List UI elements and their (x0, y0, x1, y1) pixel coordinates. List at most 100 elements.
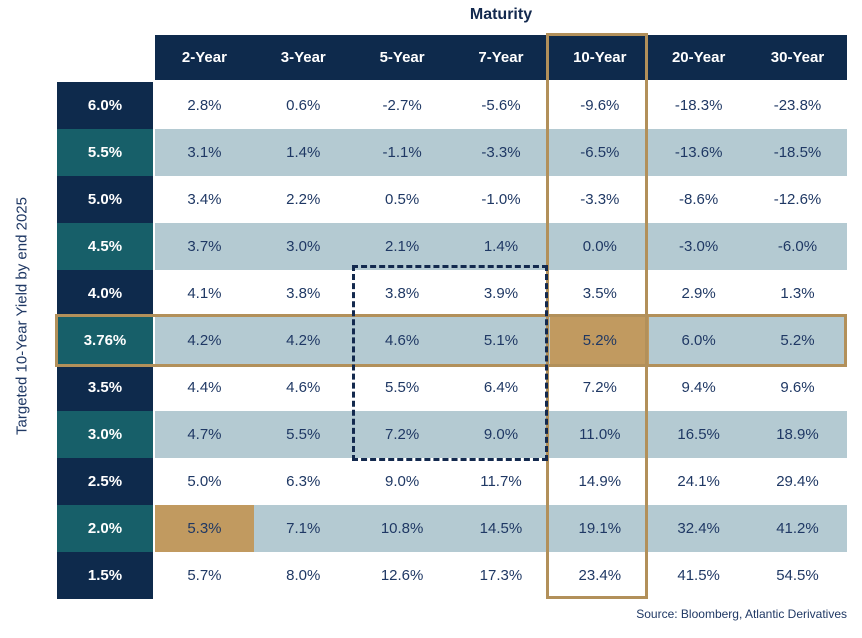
table-cell: 2.9% (649, 270, 749, 317)
table-cell: 41.2% (748, 505, 847, 552)
table-cell: 7.1% (253, 505, 353, 552)
column-header: 3-Year (253, 35, 353, 82)
table-cell: 2.8% (155, 82, 254, 129)
table-cell: 8.0% (253, 552, 353, 599)
table-cell: -1.0% (451, 176, 551, 223)
table-cell: 3.1% (155, 129, 254, 176)
table-cell: 5.5% (253, 411, 353, 458)
table-cell: 3.8% (352, 270, 452, 317)
table-cell: 41.5% (649, 552, 749, 599)
table-cell: 18.9% (748, 411, 847, 458)
table-cell: 4.2% (155, 317, 254, 364)
table-cell: 54.5% (748, 552, 847, 599)
table-cell: 6.4% (451, 364, 551, 411)
table-cell: 1.4% (451, 223, 551, 270)
table-cell: 1.4% (253, 129, 353, 176)
table-cell: 5.0% (155, 458, 254, 505)
table-cell: 3.4% (155, 176, 254, 223)
column-header: 20-Year (649, 35, 749, 82)
column-header: 5-Year (352, 35, 452, 82)
table-cell: 14.9% (550, 458, 650, 505)
table-cell: 4.6% (253, 364, 353, 411)
table-cell: 16.5% (649, 411, 749, 458)
yield-matrix: 2-Year 3-Year 5-Year 7-Year 10-Year 20-Year 30… (57, 35, 847, 599)
table-cell: 11.0% (550, 411, 650, 458)
table-cell: 0.5% (352, 176, 452, 223)
table-cell: -6.5% (550, 129, 650, 176)
table-cell: 7.2% (550, 364, 650, 411)
table-cell: 4.7% (155, 411, 254, 458)
table-cell: -3.3% (550, 176, 650, 223)
table-cell: 1.3% (748, 270, 847, 317)
column-header: 30-Year (748, 35, 847, 82)
table-cell: 12.6% (352, 552, 452, 599)
row-header: 4.5% (57, 223, 155, 270)
table-cell: 9.0% (352, 458, 452, 505)
table-cell: 7.2% (352, 411, 452, 458)
source-attribution: Source: Bloomberg, Atlantic Derivatives (636, 607, 847, 621)
row-header: 2.5% (57, 458, 155, 505)
table-cell: 5.3% (155, 505, 254, 552)
table-cell: 19.1% (550, 505, 650, 552)
row-header: 1.5% (57, 552, 155, 599)
row-header: 3.0% (57, 411, 155, 458)
corner-cell (57, 35, 155, 82)
table-cell: 11.7% (451, 458, 551, 505)
table-cell: 2.2% (253, 176, 353, 223)
table-cell: -3.3% (451, 129, 551, 176)
row-header: 5.0% (57, 176, 155, 223)
table-cell: -9.6% (550, 82, 650, 129)
table-cell: 6.0% (649, 317, 749, 364)
table-cell: -12.6% (748, 176, 847, 223)
table-cell: -23.8% (748, 82, 847, 129)
table-cell: 2.1% (352, 223, 452, 270)
table-cell: 5.5% (352, 364, 452, 411)
table-cell: 3.0% (253, 223, 353, 270)
table-cell: 5.2% (748, 317, 847, 364)
row-axis-title: Targeted 10-Year Yield by end 2025 (13, 197, 31, 435)
table-cell: -2.7% (352, 82, 452, 129)
table-cell: 5.7% (155, 552, 254, 599)
table-cell: 0.6% (253, 82, 353, 129)
table-cell: 3.5% (550, 270, 650, 317)
table-cell: 4.2% (253, 317, 353, 364)
table-cell: 17.3% (451, 552, 551, 599)
table-cell: -3.0% (649, 223, 749, 270)
row-header: 4.0% (57, 270, 155, 317)
table-cell: 6.3% (253, 458, 353, 505)
table-cell: 4.6% (352, 317, 452, 364)
table-cell: 9.0% (451, 411, 551, 458)
table-cell: -8.6% (649, 176, 749, 223)
table-cell: 23.4% (550, 552, 650, 599)
table-cell: 3.9% (451, 270, 551, 317)
table-cell: 4.1% (155, 270, 254, 317)
table-cell: -1.1% (352, 129, 452, 176)
table-cell: 3.7% (155, 223, 254, 270)
table-cell: 5.2% (550, 317, 650, 364)
row-header: 3.5% (57, 364, 155, 411)
table-cell: 32.4% (649, 505, 749, 552)
table-cell: 4.4% (155, 364, 254, 411)
row-header: 6.0% (57, 82, 155, 129)
column-header: 7-Year (451, 35, 551, 82)
table-cell: 10.8% (352, 505, 452, 552)
column-header: 10-Year (550, 35, 650, 82)
column-header: 2-Year (155, 35, 254, 82)
table-cell: 9.4% (649, 364, 749, 411)
table-cell: 0.0% (550, 223, 650, 270)
table-cell: 29.4% (748, 458, 847, 505)
row-header: 3.76% (57, 317, 155, 364)
column-axis-title: Maturity (469, 6, 533, 23)
table-cell: -18.3% (649, 82, 749, 129)
table-cell: 24.1% (649, 458, 749, 505)
table-cell: -18.5% (748, 129, 847, 176)
table-cell: 5.1% (451, 317, 551, 364)
row-header: 2.0% (57, 505, 155, 552)
table-cell: -6.0% (748, 223, 847, 270)
table-cell: 3.8% (253, 270, 353, 317)
table-cell: -13.6% (649, 129, 749, 176)
row-header: 5.5% (57, 129, 155, 176)
table-cell: -5.6% (451, 82, 551, 129)
table-cell: 9.6% (748, 364, 847, 411)
